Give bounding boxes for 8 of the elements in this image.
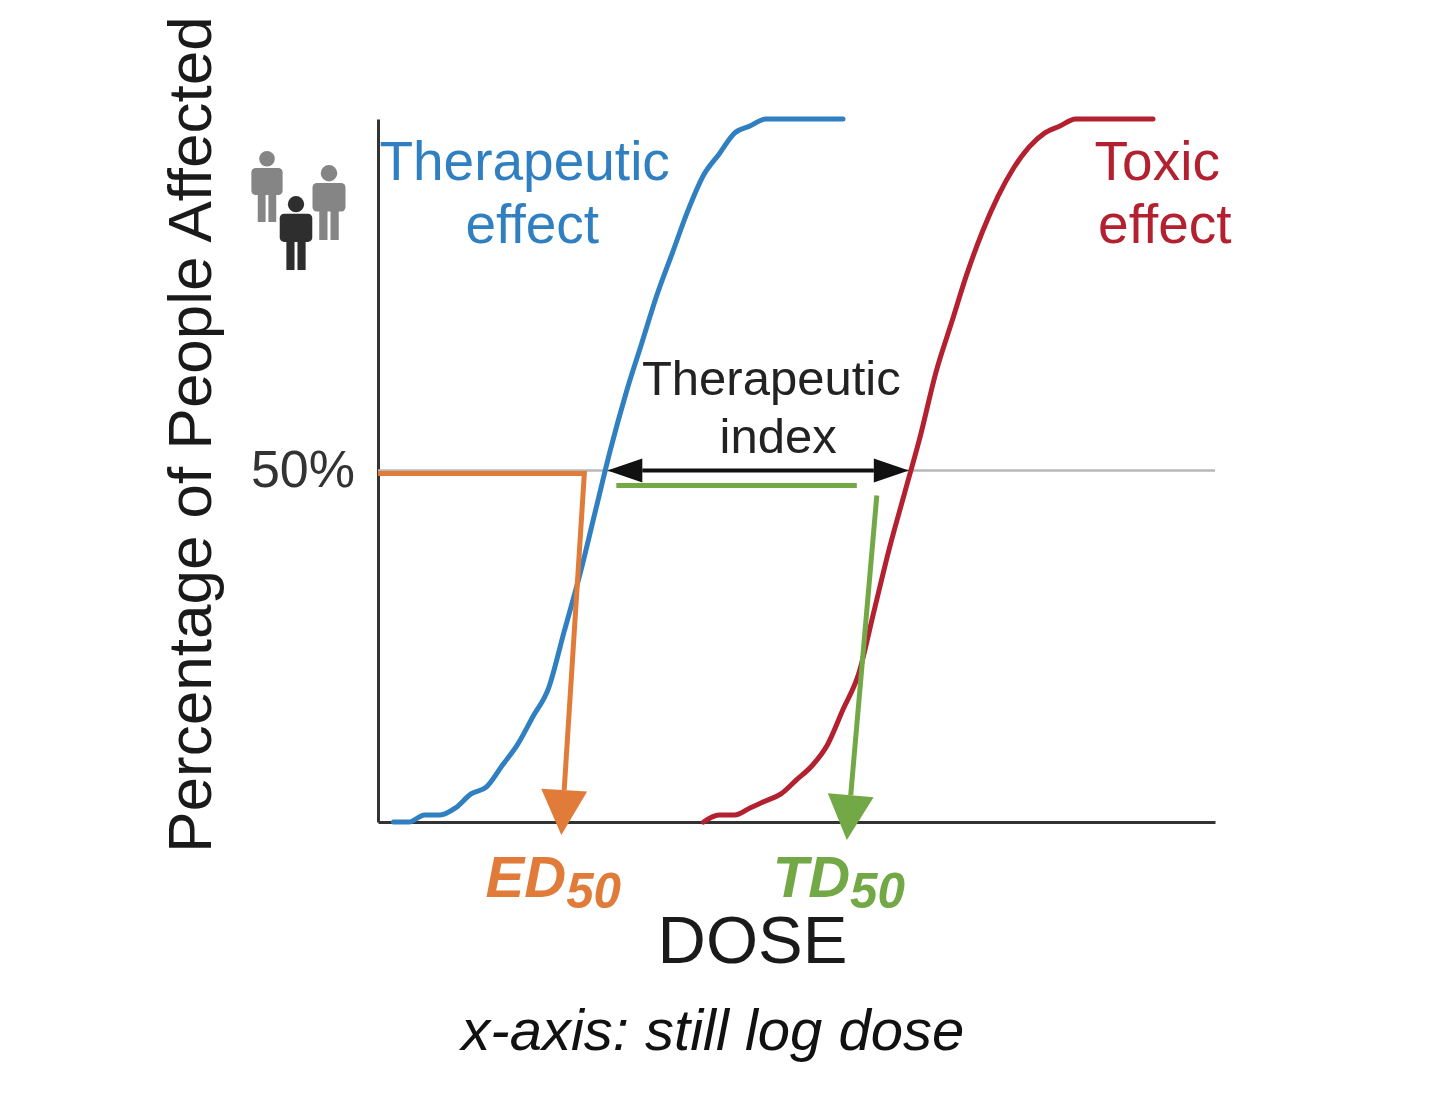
text: x-axis: still log dose (458, 997, 965, 1062)
y-axis-title: Percentage of People Affected (154, 16, 224, 853)
series-label: Toxic effect (1094, 130, 1236, 255)
x-axis-title: DOSE (657, 901, 848, 977)
series-label: Therapeutic effect (379, 130, 686, 255)
ref-line-label: 50% (250, 439, 355, 498)
annotation: Therapeutic index (641, 350, 915, 463)
text: ED$_{50}$ (485, 844, 622, 918)
